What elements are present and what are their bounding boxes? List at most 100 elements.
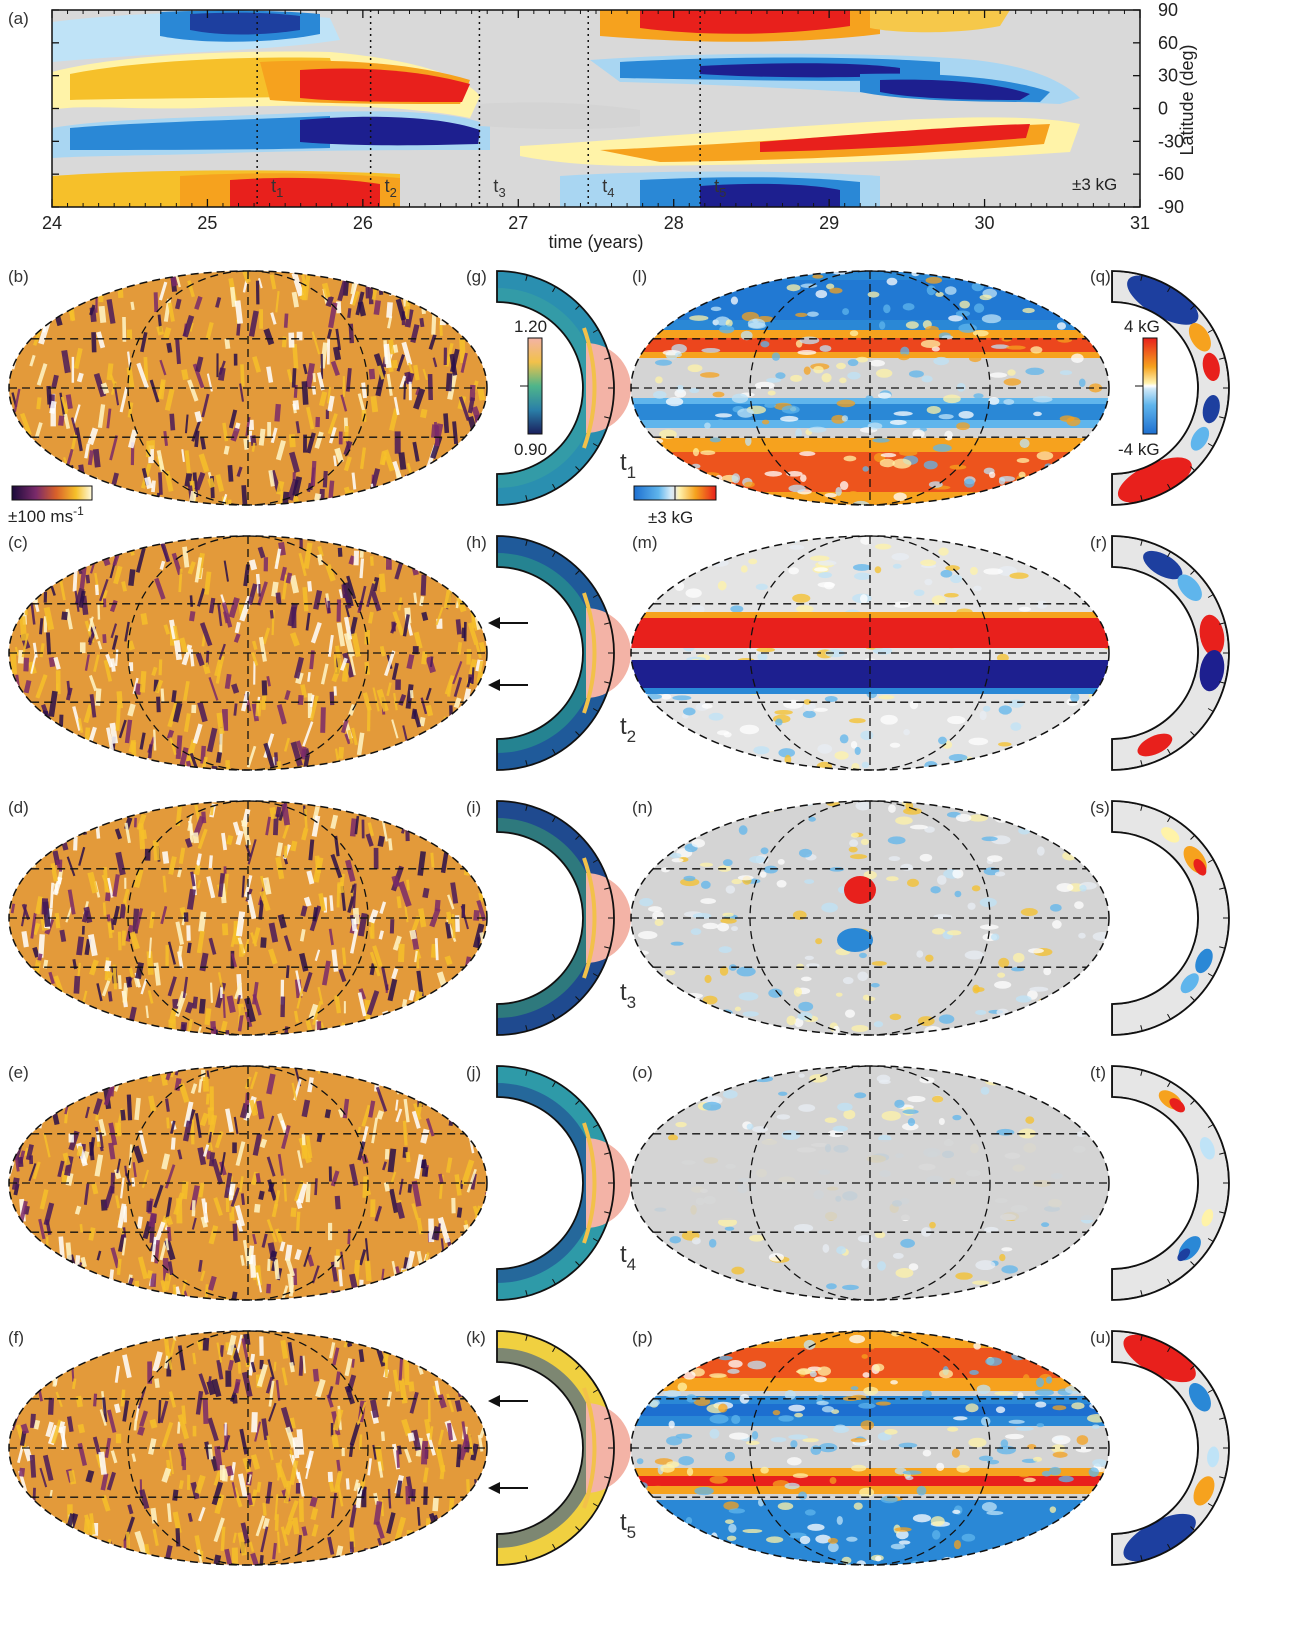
- velocity-streak: [69, 278, 80, 303]
- panel-label-m: (m): [632, 533, 657, 552]
- bfield-blob: [789, 545, 804, 550]
- velocity-streak: [296, 1483, 300, 1494]
- velocity-streak: [48, 1292, 58, 1308]
- bfield-blob: [1092, 1424, 1100, 1428]
- bfield-blob: [1071, 466, 1085, 475]
- velocity-streak: [258, 584, 260, 597]
- bfield-blob: [899, 1540, 911, 1544]
- bfield-blob: [1062, 743, 1070, 752]
- bfield-blob: [927, 285, 936, 295]
- bfield-blob: [1067, 1332, 1081, 1339]
- bfield-blob: [811, 439, 820, 448]
- bfield-blob: [938, 548, 948, 556]
- velocity-streak: [157, 493, 160, 511]
- bfield-blob: [647, 438, 663, 444]
- bfield-blob: [794, 1224, 813, 1232]
- bfield-blob: [1001, 1265, 1018, 1273]
- velocity-streak: [47, 756, 56, 769]
- velocity-streak: [81, 1561, 88, 1585]
- bfield-blob: [731, 926, 738, 931]
- velocity-streak: [181, 1449, 183, 1467]
- bfield-blob: [748, 559, 757, 565]
- velocity-streak: [27, 536, 33, 548]
- bfield-blob: [753, 275, 771, 279]
- velocity-streak: [128, 1555, 133, 1575]
- bfield-blob: [717, 811, 728, 819]
- bfield-blob: [893, 564, 902, 569]
- bfield-blob: [700, 372, 719, 378]
- bfield-blob: [952, 869, 963, 879]
- bfield-blob: [771, 1437, 787, 1442]
- velocity-streak: [435, 805, 442, 815]
- velocity-streak: [434, 900, 440, 912]
- bfield-blob: [760, 806, 776, 812]
- panel-label-t: (t): [1090, 1063, 1106, 1082]
- bfield-blob: [989, 472, 995, 478]
- bfield-blob: [836, 363, 846, 369]
- velocity-streak: [475, 823, 481, 835]
- bfield-blob: [712, 761, 729, 769]
- velocity-streak: [128, 1021, 135, 1039]
- velocity-streak: [464, 622, 467, 641]
- velocity-streak: [444, 469, 450, 482]
- bphi-shell: [1112, 266, 1229, 512]
- velocity-streak: [251, 1412, 258, 1432]
- velocity-streak: [31, 1250, 38, 1262]
- velocity-streak: [24, 843, 34, 863]
- bfield-blob: [896, 1268, 914, 1278]
- bfield-blob: [685, 471, 701, 480]
- velocity-streak: [464, 445, 469, 455]
- bfield-blob: [929, 1222, 936, 1229]
- bfield-blob: [1065, 1358, 1073, 1367]
- bfield-blob: [626, 427, 644, 432]
- bfield-blob: [820, 345, 832, 352]
- bfield-blob: [650, 1290, 664, 1294]
- velocity-streak: [229, 1212, 234, 1221]
- bfield-blob: [955, 1272, 972, 1279]
- bfield-blob: [661, 694, 671, 700]
- panel-label-s: (s): [1090, 798, 1110, 817]
- velocity-streak: [21, 1031, 26, 1053]
- bfield-blob: [727, 1536, 736, 1541]
- velocity-streak: [192, 1200, 196, 1216]
- bfield-blob: [639, 464, 658, 469]
- bfield-blob: [855, 747, 861, 755]
- bfield-blob: [956, 814, 971, 822]
- bfield-blob: [924, 461, 938, 470]
- velocity-streak: [224, 1423, 227, 1436]
- x-tick-label: 25: [197, 213, 217, 233]
- velocity-streak: [451, 1198, 455, 1213]
- bfield-blob: [830, 1477, 837, 1484]
- velocity-streak: [327, 1031, 332, 1055]
- bfield-blob: [739, 992, 759, 1000]
- velocity-streak: [48, 748, 52, 756]
- velocity-streak: [458, 975, 466, 994]
- bfield-blob: [666, 397, 683, 406]
- row-time-label: t4: [620, 1241, 636, 1274]
- velocity-streak: [71, 1279, 76, 1298]
- bfield-blob: [1047, 1000, 1065, 1006]
- bfield-blob: [856, 801, 871, 811]
- bfield-blob: [992, 500, 1002, 505]
- bfield-blob: [851, 1465, 866, 1472]
- velocity-streak: [451, 725, 458, 738]
- row-time-label: t3: [620, 979, 636, 1012]
- bfield-blob: [985, 278, 999, 285]
- velocity-streak: [354, 551, 359, 566]
- velocity-streak: [432, 550, 438, 572]
- bfield-blob: [995, 808, 1008, 812]
- bfield-blob: [1092, 291, 1110, 296]
- bfield-blob: [731, 879, 742, 884]
- velocity-streak: [453, 549, 461, 562]
- bfield-blob: [1036, 1559, 1051, 1568]
- velocity-streak: [15, 1399, 21, 1410]
- omega-shell: [497, 1066, 631, 1300]
- velocity-streak: [254, 1204, 260, 1213]
- velocity-streak: [264, 557, 268, 571]
- bfield-blob: [857, 971, 868, 981]
- bfield-blob: [752, 1126, 768, 1132]
- bfield-blob: [837, 400, 856, 408]
- bfield-blob: [822, 1406, 834, 1412]
- velocity-streak: [54, 1345, 58, 1366]
- bfield-blob: [799, 849, 812, 858]
